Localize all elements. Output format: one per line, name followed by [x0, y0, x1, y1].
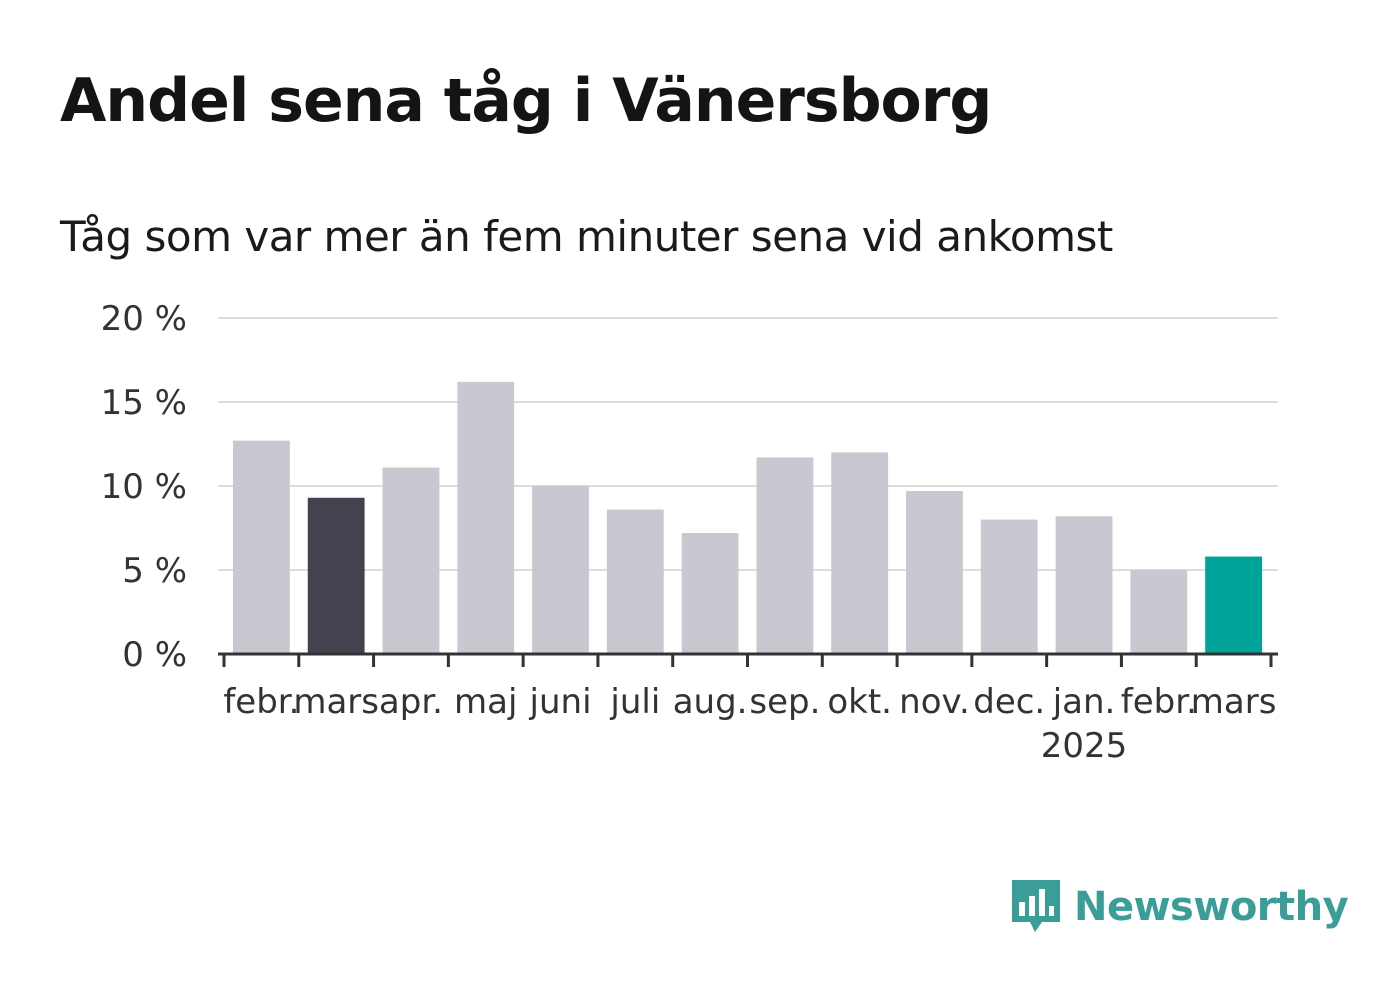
chart-subtitle: Tåg som var mer än fem minuter sena vid …: [60, 212, 1113, 261]
bar-10: [906, 491, 963, 654]
bar-14: [1205, 556, 1263, 654]
bar-5: [532, 486, 589, 654]
y-tick-label: 15 %: [101, 383, 187, 423]
y-tick-label: 20 %: [101, 299, 187, 339]
x-tick-label: okt.: [827, 682, 892, 722]
x-tick-label: aug.: [673, 682, 748, 722]
x-tick-label: maj: [454, 682, 517, 722]
x-tick-label: febr.: [1121, 682, 1197, 722]
x-axis-ticks: febr.mars apr. maj juni juli aug. sep. okt. nov.…: [223, 682, 1276, 766]
x-tick-label: sep.: [749, 682, 820, 722]
x-tick-label: mars: [293, 682, 379, 722]
newsworthy-chart-bubble-icon: [1012, 880, 1060, 932]
chart-title: Andel sena tåg i Vänersborg: [60, 66, 992, 136]
bars: [232, 381, 1263, 654]
bar-3: [382, 467, 440, 654]
y-tick-label: 0 %: [122, 635, 187, 675]
x-tick-label: febr.: [223, 682, 299, 722]
bar-9: [831, 452, 889, 654]
logo-text: Newsworthy: [1074, 884, 1349, 930]
x-tick-label: jan.: [1052, 682, 1116, 722]
bar-13: [1130, 570, 1188, 654]
gridlines: [218, 317, 1278, 571]
bar-2: [307, 497, 365, 654]
x-tick-label: apr.: [379, 682, 443, 722]
x-tick-label: juli: [609, 682, 660, 722]
x-tick-label: mars: [1191, 682, 1277, 722]
y-axis-ticks: 0 % 5 % 10 % 15 % 20 %: [101, 299, 187, 675]
x-tick-label: dec.: [973, 682, 1045, 722]
bar-4: [457, 381, 515, 654]
x-axis: [218, 652, 1278, 667]
bar-12: [1055, 516, 1113, 654]
bar-6: [606, 509, 664, 654]
x-tick-label: juni: [529, 682, 592, 722]
bar-1: [232, 440, 290, 654]
x-tick-label: nov.: [899, 682, 970, 722]
bar-7: [681, 533, 739, 654]
newsworthy-logo: Newsworthy: [1008, 876, 1349, 938]
bar-11: [980, 519, 1038, 654]
x-year-label: 2025: [1041, 726, 1128, 766]
y-tick-label: 10 %: [101, 467, 187, 507]
bar-8: [756, 457, 814, 654]
y-tick-label: 5 %: [122, 551, 187, 591]
